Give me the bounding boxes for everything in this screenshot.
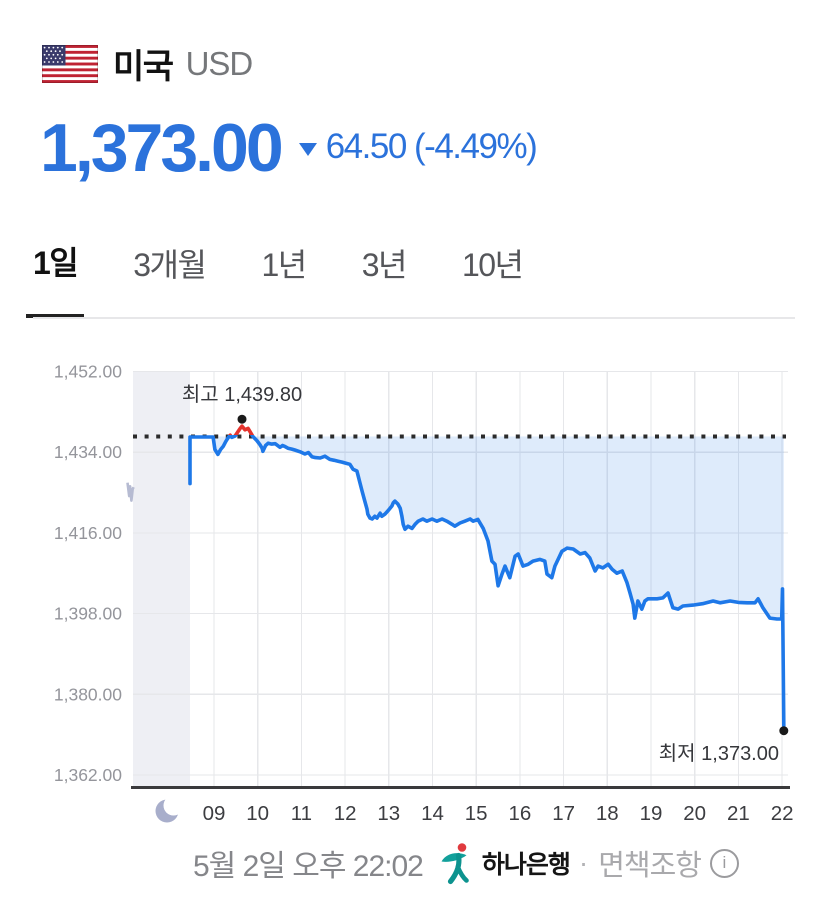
y-axis-label: 1,380.00 — [54, 684, 122, 704]
tabs-divider — [33, 317, 795, 319]
disclaimer-label: 면책조항 — [598, 850, 702, 882]
low-label: 최저 1,373.00 — [659, 742, 779, 765]
separator-dot: · — [578, 847, 589, 878]
x-axis-label: 13 — [377, 802, 400, 825]
x-axis-label: 21 — [727, 802, 750, 825]
x-axis-label: 16 — [508, 802, 531, 825]
price-line — [188, 435, 786, 728]
quote-row: 1,373.00 64.50 (-4.49%) — [40, 110, 538, 186]
us-flag-icon — [42, 44, 98, 83]
night-series-line — [126, 482, 135, 502]
down-triangle-icon — [298, 143, 317, 156]
x-axis-label: 09 — [203, 802, 226, 825]
period-tabs: 1일 3개월 1년 3년 10년 — [26, 246, 529, 318]
high-marker — [237, 414, 247, 424]
y-axis-label: 1,434.00 — [54, 442, 122, 462]
x-axis-label: 12 — [334, 802, 357, 825]
area-fill — [190, 436, 784, 726]
provider-name: 하나은행 — [481, 851, 571, 879]
x-axis-label: 10 — [246, 802, 269, 825]
tab-10years[interactable]: 10년 — [455, 246, 530, 318]
tab-1day[interactable]: 1일 — [26, 246, 85, 318]
x-axis-label: 19 — [640, 802, 663, 825]
y-axis-label: 1,398.00 — [54, 604, 122, 624]
price-chart[interactable]: 1,452.00 1,434.00 1,416.00 1,398.00 1,380.00… — [0, 350, 835, 830]
y-axis-label: 1,416.00 — [54, 523, 122, 543]
x-axis-label: 15 — [465, 802, 488, 825]
timestamp: 5월 2일 오후 22:02 — [193, 850, 424, 883]
x-axis-label: 17 — [552, 802, 575, 825]
night-session-band — [133, 371, 190, 787]
x-axis-label: 22 — [771, 802, 794, 825]
hana-bank-logo-icon — [440, 842, 477, 885]
x-axis-label: 18 — [596, 802, 619, 825]
provider-brand: 하나은행 — [440, 842, 571, 885]
current-price: 1,373.00 — [40, 110, 284, 186]
moon-icon — [155, 795, 184, 823]
tab-3years[interactable]: 3년 — [355, 246, 413, 318]
currency-code: USD — [185, 44, 254, 82]
y-axis-label: 1,452.00 — [54, 362, 122, 382]
footer: 5월 2일 오후 22:02 하나은행 · 면책조항 i — [193, 841, 739, 885]
x-axis-label: 11 — [291, 802, 312, 825]
high-label: 최고 1,439.80 — [182, 383, 302, 406]
y-axis-label: 1,362.00 — [54, 765, 122, 785]
country-name: 미국 — [113, 48, 174, 86]
tab-3months[interactable]: 3개월 — [126, 246, 212, 318]
low-marker — [779, 726, 789, 736]
x-axis-label: 14 — [421, 802, 444, 825]
x-axis-label: 20 — [683, 802, 706, 825]
disclaimer-link[interactable]: 면책조항 i — [598, 842, 739, 884]
tab-1year[interactable]: 1년 — [254, 246, 312, 318]
info-icon: i — [709, 848, 739, 878]
price-change: 64.50 (-4.49%) — [325, 127, 538, 166]
currency-header: 미국 USD — [42, 39, 254, 88]
